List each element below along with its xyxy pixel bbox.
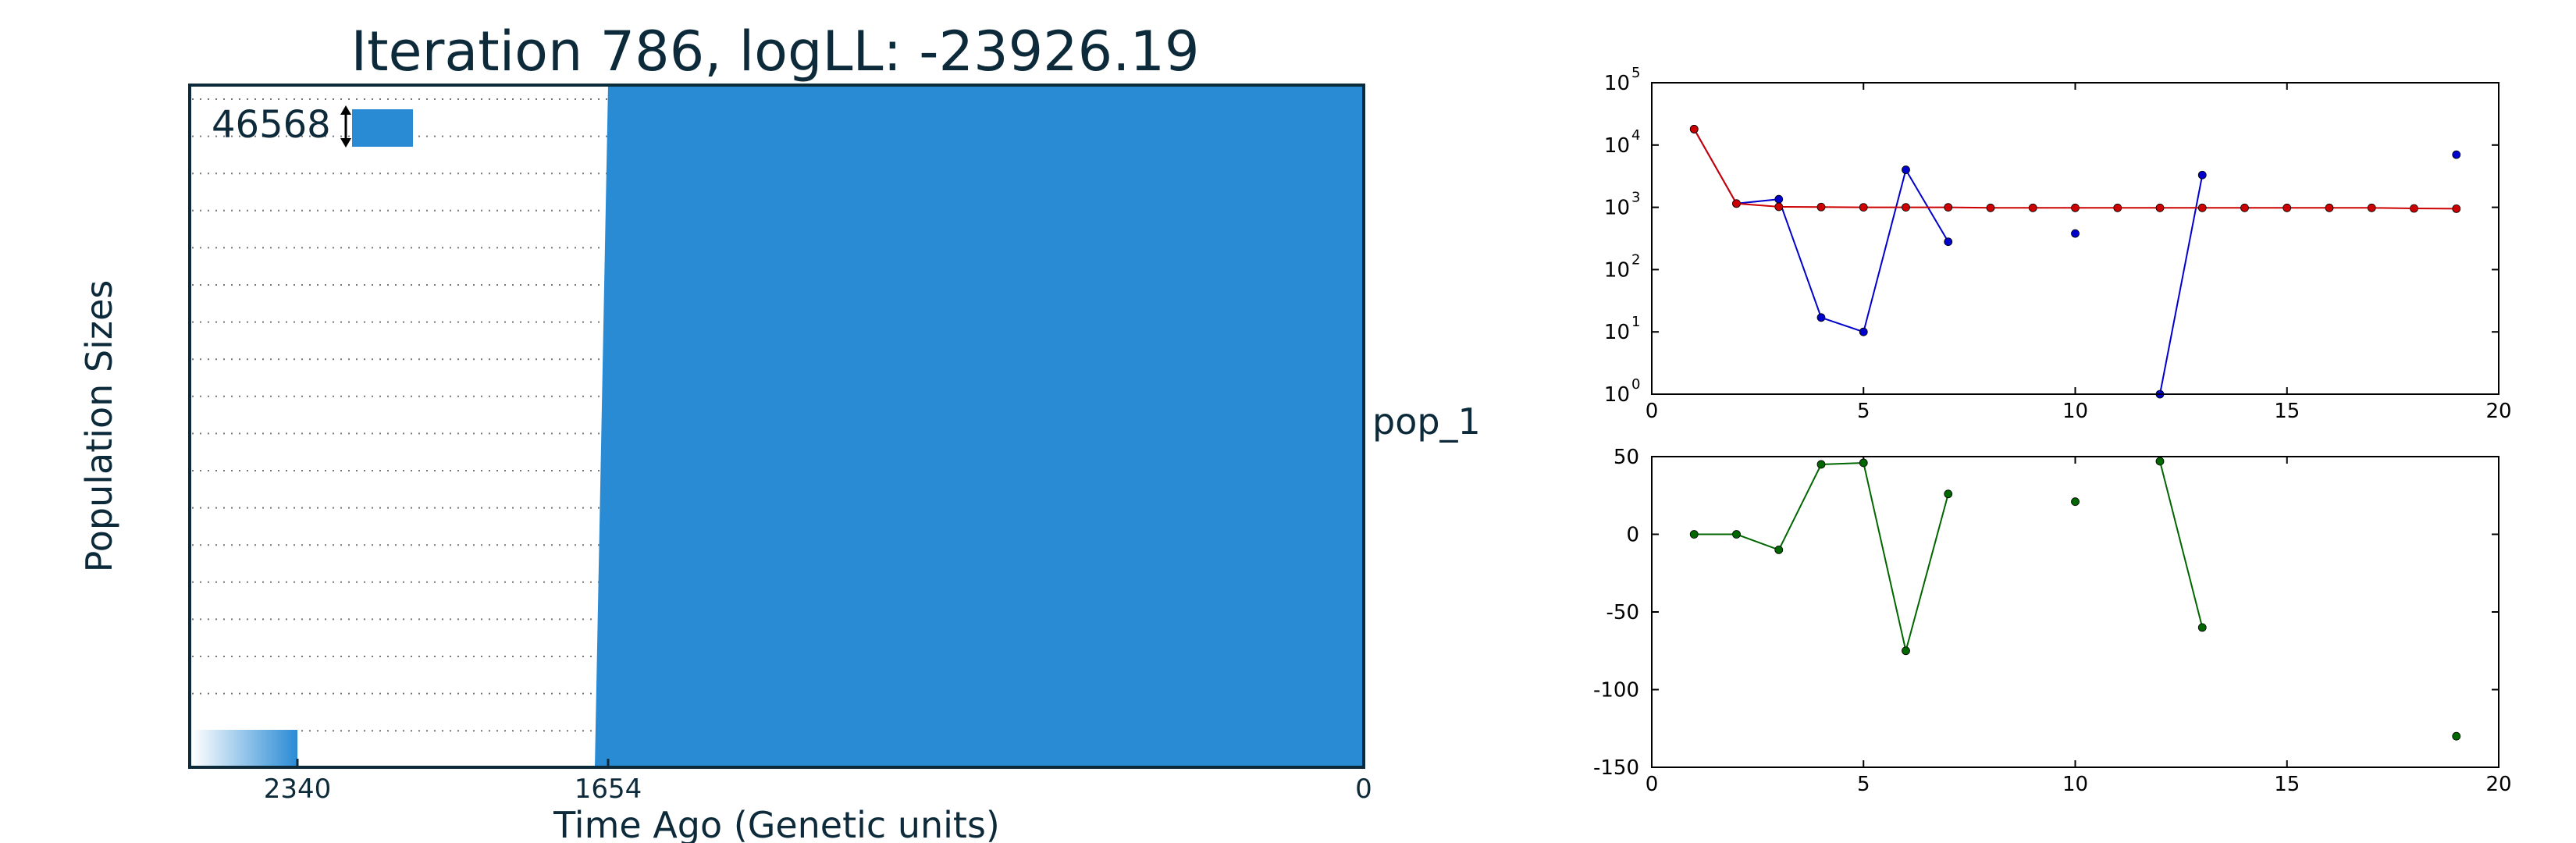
data-point — [2155, 457, 2165, 466]
data-point — [1859, 458, 1868, 468]
y-tick-label: 10 — [1604, 72, 1630, 95]
data-point — [1944, 237, 1953, 247]
data-point — [2452, 150, 2461, 159]
scale-indicator-bar — [352, 109, 413, 147]
data-point — [1859, 327, 1868, 336]
y-tick-label: -100 — [1593, 679, 1639, 702]
data-point — [1902, 203, 1910, 212]
data-point — [2113, 203, 2122, 212]
series-line — [1693, 128, 2457, 210]
data-point — [1732, 199, 1741, 208]
scale-arrow-icon — [340, 105, 351, 148]
data-point — [2197, 170, 2207, 180]
y-tick-exponent: 0 — [1631, 376, 1640, 393]
data-point — [2410, 204, 2418, 213]
x-tick-label: 15 — [2274, 400, 2300, 423]
data-point — [2452, 204, 2461, 213]
x-tick-label: 2340 — [264, 774, 332, 805]
scale-indicator-value: 46568 — [212, 103, 331, 147]
data-point — [1774, 202, 1784, 212]
y-tick-label: 50 — [1614, 446, 1639, 469]
data-point — [1774, 546, 1784, 554]
data-point — [2071, 203, 2080, 212]
series-line — [2159, 175, 2204, 395]
data-point — [2071, 497, 2080, 507]
x-tick-label: 10 — [2062, 400, 2088, 423]
data-point — [1732, 530, 1741, 539]
data-point — [1944, 203, 1953, 212]
data-point — [1859, 203, 1868, 212]
pop-1-area — [595, 85, 1364, 767]
y-axis-title: Population Sizes — [78, 280, 120, 573]
time-gradient-legend — [192, 730, 297, 767]
data-point — [2028, 203, 2037, 212]
y-tick-exponent: 1 — [1631, 314, 1640, 330]
x-tick-label: 20 — [2485, 400, 2511, 423]
series-label-pop-1: pop_1 — [1372, 400, 1481, 443]
y-tick-exponent: 3 — [1631, 190, 1640, 206]
chart-title: Iteration 786, logLL: -23926.19 — [350, 20, 1199, 84]
data-point — [1944, 489, 1953, 499]
series-line — [1693, 128, 1949, 333]
data-point — [2071, 229, 2080, 238]
x-tick-label: 10 — [2062, 773, 2088, 796]
y-tick-label: 10 — [1604, 321, 1630, 344]
y-tick-label: 10 — [1604, 383, 1630, 407]
data-point — [1816, 313, 1826, 322]
data-point — [1902, 165, 1910, 174]
population-chart: Iteration 786, logLL: -23926.19 46568 23… — [78, 20, 1481, 843]
dotted-gridlines — [192, 98, 609, 769]
y-tick-label: 10 — [1604, 258, 1630, 282]
x-tick-label: 20 — [2485, 773, 2511, 796]
x-tick-label: 15 — [2274, 773, 2300, 796]
series-line — [1694, 461, 1949, 652]
y-tick-label: -50 — [1606, 601, 1639, 624]
x-axis-title: Time Ago (Genetic units) — [553, 804, 1000, 843]
x-axis-ticks: 2340 1654 0 — [264, 759, 1372, 805]
data-point — [1816, 202, 1826, 212]
x-tick-label: 5 — [1857, 773, 1870, 796]
data-point — [2282, 203, 2292, 212]
linear-chart-frame — [1651, 456, 2500, 768]
data-point — [2367, 203, 2376, 212]
y-tick-exponent: 4 — [1631, 127, 1640, 144]
data-point — [1816, 460, 1826, 469]
y-tick-exponent: 2 — [1631, 251, 1640, 268]
x-tick-label: 0 — [1355, 774, 1372, 805]
x-tick-label: 0 — [1646, 400, 1659, 423]
y-tick-label: 10 — [1604, 197, 1630, 220]
data-point — [1902, 646, 1910, 656]
data-point — [1774, 194, 1784, 204]
data-point — [2197, 623, 2207, 632]
y-tick-exponent: 5 — [1631, 65, 1640, 81]
data-point — [2155, 203, 2165, 212]
data-point — [1689, 530, 1699, 539]
log-chart-frame — [1651, 82, 2500, 395]
y-tick-label: 0 — [1626, 524, 1639, 547]
data-point — [1986, 203, 1995, 212]
x-tick-label: 5 — [1857, 400, 1870, 423]
y-tick-label: -150 — [1593, 756, 1639, 780]
x-tick-label: 1654 — [575, 774, 642, 805]
data-point — [2240, 203, 2249, 212]
plot-frame — [188, 84, 1365, 769]
data-point — [2452, 731, 2461, 741]
series-line — [2159, 461, 2204, 628]
data-point — [2197, 203, 2207, 212]
x-tick-label: 0 — [1646, 773, 1659, 796]
data-point — [2325, 203, 2334, 212]
y-tick-label: 10 — [1604, 134, 1630, 158]
linear-chart: 0 5 10 15 20 -150 -100 -50 0 50 — [1593, 446, 2512, 796]
data-point — [1689, 125, 1699, 133]
